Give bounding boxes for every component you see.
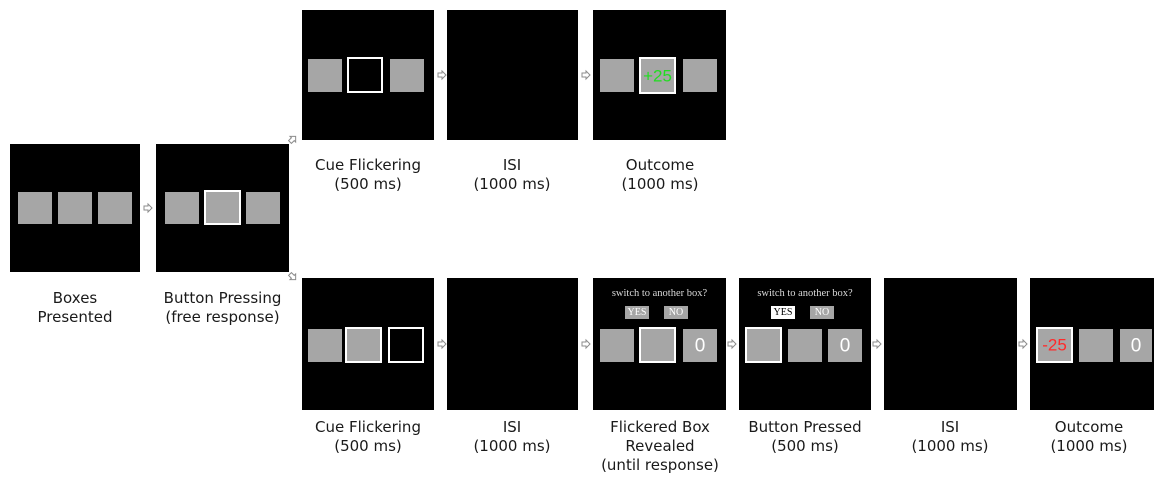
yes-option-selected: YES (771, 306, 795, 319)
right-arrow-icon (437, 70, 447, 80)
flickering-cue-box (388, 327, 424, 363)
selected-box (345, 327, 382, 363)
chosen-box: +25 (639, 57, 676, 94)
right-arrow-icon (437, 339, 447, 349)
left-box (600, 329, 634, 362)
flickering-cue-box (347, 57, 383, 93)
right-arrow-icon (727, 339, 737, 349)
right-arrow-icon (581, 339, 591, 349)
top-isi-panel (447, 10, 578, 140)
top-isi-caption: ISI (1000 ms) (473, 156, 551, 193)
bottom-isi-caption-1: ISI (1000 ms) (473, 418, 551, 455)
gain-value: +25 (643, 66, 672, 85)
switch-prompt: switch to another box? (611, 288, 708, 299)
revealed-box: 0 (828, 329, 862, 362)
bottom-cue-flickering-panel (302, 278, 434, 410)
chosen-box: -25 (1036, 327, 1073, 363)
top-outcome-caption: Outcome (1000 ms) (621, 156, 699, 193)
bottom-outcome-panel: -25 0 (1030, 278, 1154, 410)
left-box (308, 59, 342, 92)
boxes-presented-panel (10, 144, 140, 272)
bottom-cue-flickering-caption: Cue Flickering (500 ms) (315, 418, 421, 455)
left-box (18, 192, 52, 224)
revealed-value: 0 (694, 335, 706, 356)
bottom-isi-caption-2: ISI (1000 ms) (911, 418, 989, 455)
left-box (600, 59, 634, 92)
switch-prompt: switch to another box? (757, 288, 853, 299)
middle-box (1079, 329, 1113, 362)
right-box (683, 59, 717, 92)
button-pressed-panel: switch to another box? YES NO 0 (739, 278, 871, 410)
right-arrow-icon (143, 203, 153, 213)
top-outcome-panel: +25 (593, 10, 726, 140)
boxes-presented-caption: Boxes Presented (37, 289, 113, 326)
revealed-box: 0 (1120, 329, 1152, 362)
button-pressing-caption: Button Pressing (free response) (163, 289, 282, 326)
middle-box (788, 329, 822, 362)
bottom-isi-panel-1 (447, 278, 578, 410)
no-option: NO (664, 306, 688, 319)
right-box (246, 192, 280, 224)
right-box (390, 59, 424, 92)
diagonal-down-arrow-icon (286, 270, 299, 283)
bottom-outcome-caption: Outcome (1000 ms) (1050, 418, 1128, 455)
no-option: NO (810, 306, 834, 319)
flickered-box-revealed-caption: Flickered Box Revealed (until response) (601, 418, 719, 474)
selected-box (204, 190, 241, 225)
top-cue-flickering-panel (302, 10, 434, 140)
loss-value: -25 (1042, 335, 1067, 355)
revealed-value: 0 (1130, 335, 1142, 356)
left-box (165, 192, 199, 224)
right-arrow-icon (872, 339, 882, 349)
top-cue-flickering-caption: Cue Flickering (500 ms) (315, 156, 421, 193)
bottom-isi-panel-2 (884, 278, 1017, 410)
diagonal-up-arrow-icon (286, 133, 299, 146)
right-arrow-icon (1018, 339, 1028, 349)
left-box (308, 329, 342, 362)
flickered-box-revealed-panel: switch to another box? YES NO 0 (593, 278, 726, 410)
revealed-value: 0 (839, 335, 851, 356)
middle-box (58, 192, 92, 224)
button-pressed-caption: Button Pressed (500 ms) (748, 418, 862, 455)
selected-box (639, 327, 676, 363)
right-arrow-icon (581, 70, 591, 80)
selected-box (745, 327, 782, 363)
right-box (98, 192, 132, 224)
button-pressing-panel (156, 144, 289, 272)
revealed-box: 0 (683, 329, 717, 362)
yes-option: YES (625, 306, 649, 319)
